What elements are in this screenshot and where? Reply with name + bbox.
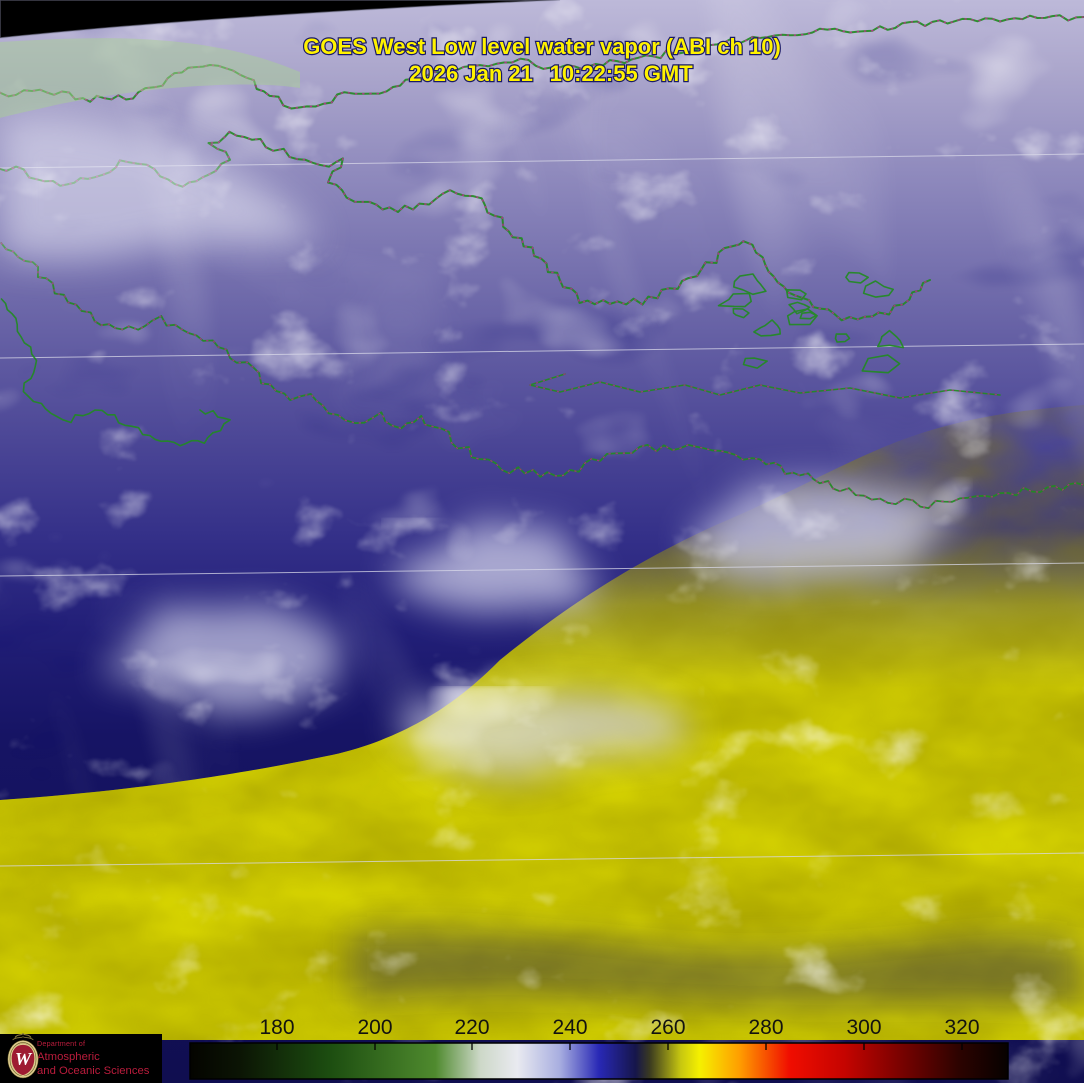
svg-text:220: 220 bbox=[454, 1016, 489, 1039]
svg-text:320: 320 bbox=[944, 1016, 979, 1039]
svg-text:260: 260 bbox=[650, 1016, 685, 1039]
svg-text:280: 280 bbox=[748, 1016, 783, 1039]
svg-text:Atmospheric: Atmospheric bbox=[37, 1051, 100, 1063]
svg-text:Department of: Department of bbox=[37, 1039, 85, 1048]
svg-text:300: 300 bbox=[846, 1016, 881, 1039]
svg-text:W: W bbox=[15, 1049, 33, 1069]
svg-text:200: 200 bbox=[357, 1016, 392, 1039]
svg-text:and Oceanic Sciences: and Oceanic Sciences bbox=[37, 1065, 150, 1077]
svg-text:240: 240 bbox=[552, 1016, 587, 1039]
svg-text:180: 180 bbox=[259, 1016, 294, 1039]
